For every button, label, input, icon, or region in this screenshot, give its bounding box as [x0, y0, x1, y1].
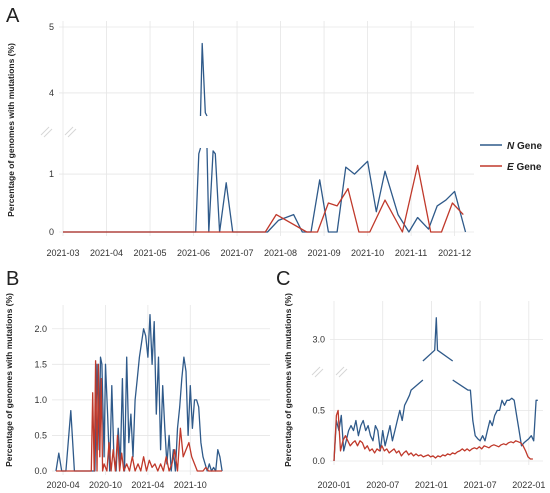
axis-break-mark — [311, 366, 321, 376]
y-axis-label-b: Percentage of genomes with mutations (%) — [4, 293, 14, 467]
panel-label-a: A — [6, 5, 20, 27]
series-line-e-gene-c — [333, 409, 533, 462]
y-tick-label-c: 0.0 — [312, 456, 325, 466]
y-tick-label-b: 0.0 — [34, 466, 47, 476]
series-line-n-gene-a — [199, 42, 208, 117]
series-line-n-gene-a — [63, 147, 202, 233]
x-tick-label-a: 2021-08 — [264, 248, 297, 258]
axis-break-mark — [338, 368, 348, 378]
y-tick-label-a: 0 — [49, 227, 54, 237]
x-tick-label-b: 2021-04 — [131, 480, 164, 490]
x-tick-label-a: 2021-05 — [134, 248, 167, 258]
x-tick-label-a: 2021-03 — [46, 248, 79, 258]
x-tick-label-b: 2021-10 — [174, 480, 207, 490]
panel-label-b: B — [6, 268, 19, 290]
y-tick-label-c: 0.5 — [312, 405, 325, 415]
x-tick-label-c: 2022-01 — [512, 480, 545, 490]
legend-label-e-gene: E Gene — [507, 162, 542, 173]
legend: N Gene E Gene — [480, 141, 542, 173]
x-tick-label-c: 2020-01 — [317, 480, 350, 490]
axis-break-mark — [67, 128, 77, 138]
chart-panel-c: 2020-01 2020-07 2021-01 2021-07 2022-01 0.0 0.… — [283, 293, 545, 490]
axis-break-mark — [43, 128, 53, 138]
y-tick-label-a: 1 — [49, 169, 54, 179]
x-tick-label-a: 2021-09 — [308, 248, 341, 258]
y-axis-label-a: Percentage of genomes with mutations (%) — [6, 43, 16, 217]
axis-break-mark — [314, 368, 324, 378]
series-line-n-gene-c — [422, 317, 454, 362]
x-tick-label-c: 2020-07 — [366, 480, 399, 490]
x-tick-label-c: 2021-07 — [464, 480, 497, 490]
y-tick-label-b: 2.0 — [34, 324, 47, 334]
x-tick-label-a: 2021-07 — [221, 248, 254, 258]
y-axis-label-c: Percentage of genomes with mutations (%) — [283, 293, 293, 467]
legend-label-n-gene: N Gene — [507, 141, 542, 152]
x-tick-label-a: 2021-04 — [90, 248, 123, 258]
axis-break-mark — [40, 126, 50, 136]
x-tick-label-a: 2021-10 — [351, 248, 384, 258]
x-tick-label-a: 2021-11 — [395, 248, 427, 258]
y-tick-label-b: 1.5 — [34, 359, 47, 369]
series-line-n-gene-c — [333, 379, 424, 462]
x-tick-label-a: 2021-06 — [177, 248, 210, 258]
series-line-n-gene-a — [206, 147, 467, 233]
y-tick-label-a: 5 — [49, 22, 54, 32]
y-tick-label-b: 0.5 — [34, 430, 47, 440]
panel-label-c: C — [276, 268, 290, 290]
series-line-n-gene-b — [55, 313, 223, 472]
y-tick-label-b: 1.0 — [34, 395, 47, 405]
axis-break-mark — [335, 366, 345, 376]
series-line-e-gene-a — [63, 164, 464, 233]
x-tick-label-b: 2020-10 — [89, 480, 122, 490]
series-line-e-gene-b — [56, 360, 223, 472]
x-tick-label-a: 2021-12 — [438, 248, 471, 258]
axis-break-mark — [64, 126, 74, 136]
y-tick-label-a: 4 — [49, 88, 54, 98]
chart-panel-a: 2021-03 2021-04 2021-05 2021-06 2021-07 2021-… — [6, 21, 474, 258]
chart-panel-b: 2020-04 2020-10 2021-04 2021-10 0.0 0.5 1.0 1.5… — [4, 293, 270, 490]
x-tick-label-c: 2021-01 — [415, 480, 448, 490]
x-tick-label-b: 2020-04 — [47, 480, 80, 490]
series-line-n-gene-c — [452, 379, 538, 447]
y-tick-label-c: 3.0 — [312, 334, 325, 344]
